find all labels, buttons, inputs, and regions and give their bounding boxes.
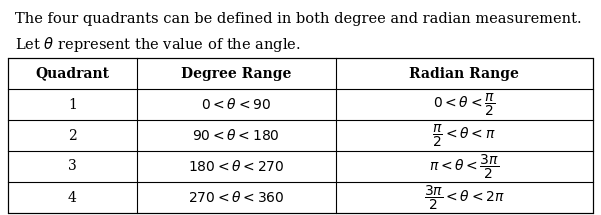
Text: 3: 3 <box>68 160 77 174</box>
Bar <box>8 58 593 213</box>
Text: $0 < \theta < 90$: $0 < \theta < 90$ <box>201 97 271 112</box>
Text: 2: 2 <box>68 129 77 143</box>
Text: 1: 1 <box>68 97 77 112</box>
Text: $\dfrac{3\pi}{2} < \theta < 2\pi$: $\dfrac{3\pi}{2} < \theta < 2\pi$ <box>424 183 505 212</box>
Text: $\dfrac{\pi}{2} < \theta < \pi$: $\dfrac{\pi}{2} < \theta < \pi$ <box>433 122 496 149</box>
Text: Degree Range: Degree Range <box>181 66 291 80</box>
Text: $90 < \theta < 180$: $90 < \theta < 180$ <box>192 128 280 143</box>
Text: $180 < \theta < 270$: $180 < \theta < 270$ <box>188 159 284 174</box>
Text: The four quadrants can be defined in both degree and radian measurement.: The four quadrants can be defined in bot… <box>15 12 582 26</box>
Text: 4: 4 <box>68 190 77 204</box>
Text: Let $\theta$ represent the value of the angle.: Let $\theta$ represent the value of the … <box>15 35 300 54</box>
Text: Quadrant: Quadrant <box>35 66 109 80</box>
Text: $\pi < \theta < \dfrac{3\pi}{2}$: $\pi < \theta < \dfrac{3\pi}{2}$ <box>429 152 499 181</box>
Text: $270 < \theta < 360$: $270 < \theta < 360$ <box>188 190 284 205</box>
Text: Radian Range: Radian Range <box>409 66 519 80</box>
Text: $0 < \theta < \dfrac{\pi}{2}$: $0 < \theta < \dfrac{\pi}{2}$ <box>433 91 495 118</box>
